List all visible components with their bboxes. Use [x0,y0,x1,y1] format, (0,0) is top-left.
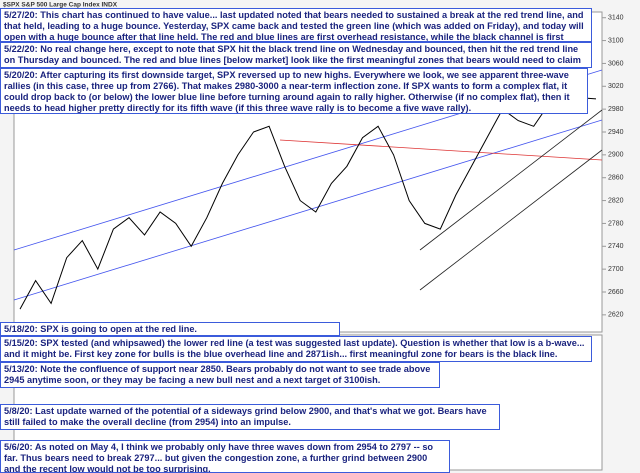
black-channel-line [419,109,603,251]
blue-trend-line [13,119,603,301]
y-tick-label: 2740 [608,243,624,250]
annotation-box: 5/22/20: No real change here, except to … [0,42,592,68]
y-tick-label: 3060 [608,60,624,67]
y-tick-label: 2620 [608,312,624,319]
y-tick-label: 3140 [608,15,624,22]
annotation-box: 5/27/20: This chart has continued to hav… [0,8,592,42]
black-channel-line [419,149,603,291]
annotation-box: 5/20/20: After capturing its first downs… [0,68,588,114]
annotation-box: 5/13/20: Note the confluence of support … [0,362,440,388]
annotation-box: 5/15/20: SPX tested (and whipsawed) the … [0,336,592,362]
red-trend-line [279,139,603,161]
y-tick-label: 2700 [608,266,624,273]
annotation-box: 5/8/20: Last update warned of the potent… [0,404,500,430]
y-tick-label: 2660 [608,289,624,296]
y-tick-label: 3020 [608,83,624,90]
chart-header: $SPX S&P 500 Large Cap Index INDX [3,2,118,9]
annotation-box: 5/18/20: SPX is going to open at the red… [0,322,340,336]
y-tick-label: 3100 [608,37,624,44]
y-tick-label: 2940 [608,129,624,136]
y-tick-label: 2980 [608,106,624,113]
y-tick-label: 2860 [608,175,624,182]
y-tick-label: 2820 [608,197,624,204]
annotation-box: 5/6/20: As noted on May 4, I think we pr… [0,440,450,473]
y-tick-label: 2780 [608,220,624,227]
y-tick-label: 2900 [608,152,624,159]
